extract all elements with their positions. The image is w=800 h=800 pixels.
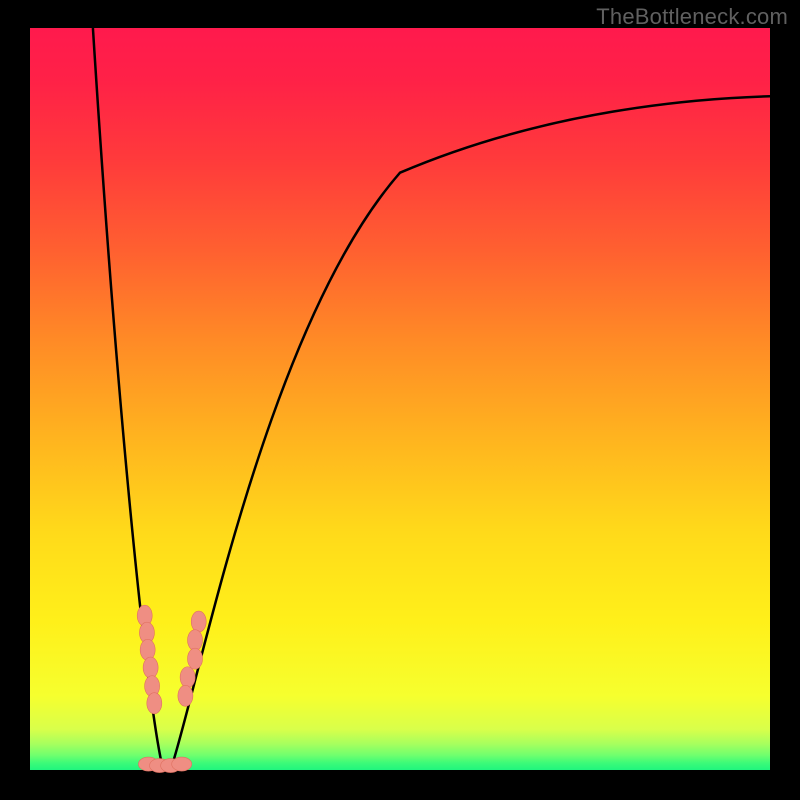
marker-dot bbox=[178, 685, 193, 706]
chart-container: TheBottleneck.com bbox=[0, 0, 800, 800]
plot-area-gradient bbox=[30, 28, 770, 770]
marker-dot bbox=[188, 648, 203, 669]
watermark-text: TheBottleneck.com bbox=[596, 4, 788, 30]
marker-dot bbox=[143, 657, 158, 678]
marker-dot bbox=[191, 611, 206, 632]
marker-dot bbox=[147, 693, 162, 714]
marker-dot bbox=[140, 639, 155, 660]
marker-dot bbox=[180, 667, 195, 688]
bottleneck-chart bbox=[0, 0, 800, 800]
marker-dot bbox=[188, 630, 203, 651]
marker-dot bbox=[172, 757, 192, 771]
